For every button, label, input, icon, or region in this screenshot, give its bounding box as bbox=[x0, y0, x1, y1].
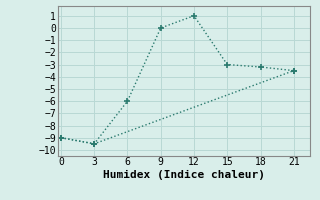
X-axis label: Humidex (Indice chaleur): Humidex (Indice chaleur) bbox=[103, 170, 265, 180]
